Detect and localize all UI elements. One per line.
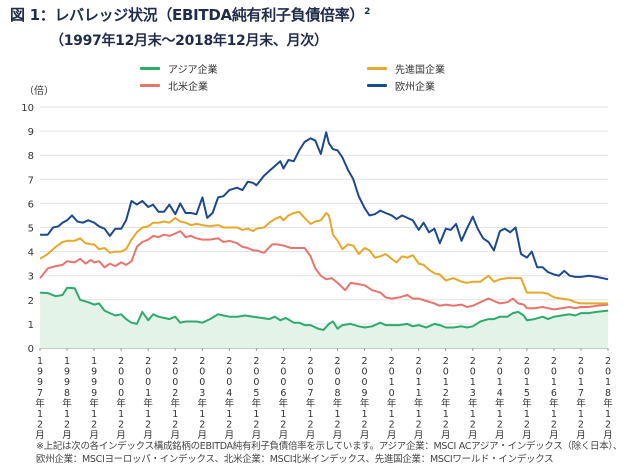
legend-item-north-america: 北米企業 (140, 78, 208, 93)
legend-label-asia: アジア企業 (168, 65, 218, 76)
legend-item-europe: 欧州企業 (367, 78, 435, 93)
legend-swatch-europe (367, 84, 387, 87)
y-tick-label-1: 1 (28, 320, 34, 331)
legend-swatch-developed (367, 67, 387, 70)
chart-subtitle: （1997年12月末～2018年12月末、月次） (50, 33, 328, 49)
legend-item-asia: アジア企業 (140, 61, 218, 76)
series-line-asia (40, 286, 609, 331)
footnote: ※上記は次の各インデックス構成銘柄のEBITDA純有利子負債倍率を示しています。… (36, 440, 634, 466)
y-tick-label-8: 8 (28, 151, 34, 162)
footnote-line-1: ※上記は次の各インデックス構成銘柄のEBITDA純有利子負債倍率を示しています。… (36, 441, 623, 452)
chart-title: 図 1：レバレッジ状況（EBITDA純有利子負債倍率）2 (10, 4, 370, 25)
chart-title-footnote-mark: 2 (364, 7, 371, 17)
y-tick-label-9: 9 (28, 127, 34, 138)
chart-title-text: 図 1：レバレッジ状況（EBITDA純有利子負債倍率） (10, 6, 365, 24)
y-axis-unit-label: （倍） (24, 84, 54, 97)
y-tick-label-0: 0 (28, 344, 34, 355)
legend-label-developed: 先進国企業 (395, 65, 445, 76)
series-line-developed (39, 210, 609, 305)
area-fill-asia (40, 287, 609, 348)
legend-label-north-america: 北米企業 (168, 82, 208, 93)
y-tick-label-3: 3 (28, 272, 34, 283)
legend-swatch-north-america (140, 84, 160, 87)
legend-label-europe: 欧州企業 (395, 82, 435, 93)
y-tick-label-5: 5 (28, 224, 34, 235)
y-tick-label-6: 6 (28, 199, 34, 210)
legend-swatch-asia (140, 67, 160, 70)
y-tick-label-2: 2 (28, 296, 34, 307)
footnote-line-2: 欧州企業：MSCIヨーロッパ・インデックス、北米企業：MSCI北米インデックス、… (36, 454, 554, 465)
y-tick-label-4: 4 (28, 248, 34, 259)
series-line-north-america (39, 230, 609, 311)
series-line-europe (40, 131, 609, 281)
y-tick-label-7: 7 (28, 175, 34, 186)
y-tick-label-10: 10 (21, 103, 34, 114)
legend-item-developed: 先進国企業 (367, 61, 445, 76)
